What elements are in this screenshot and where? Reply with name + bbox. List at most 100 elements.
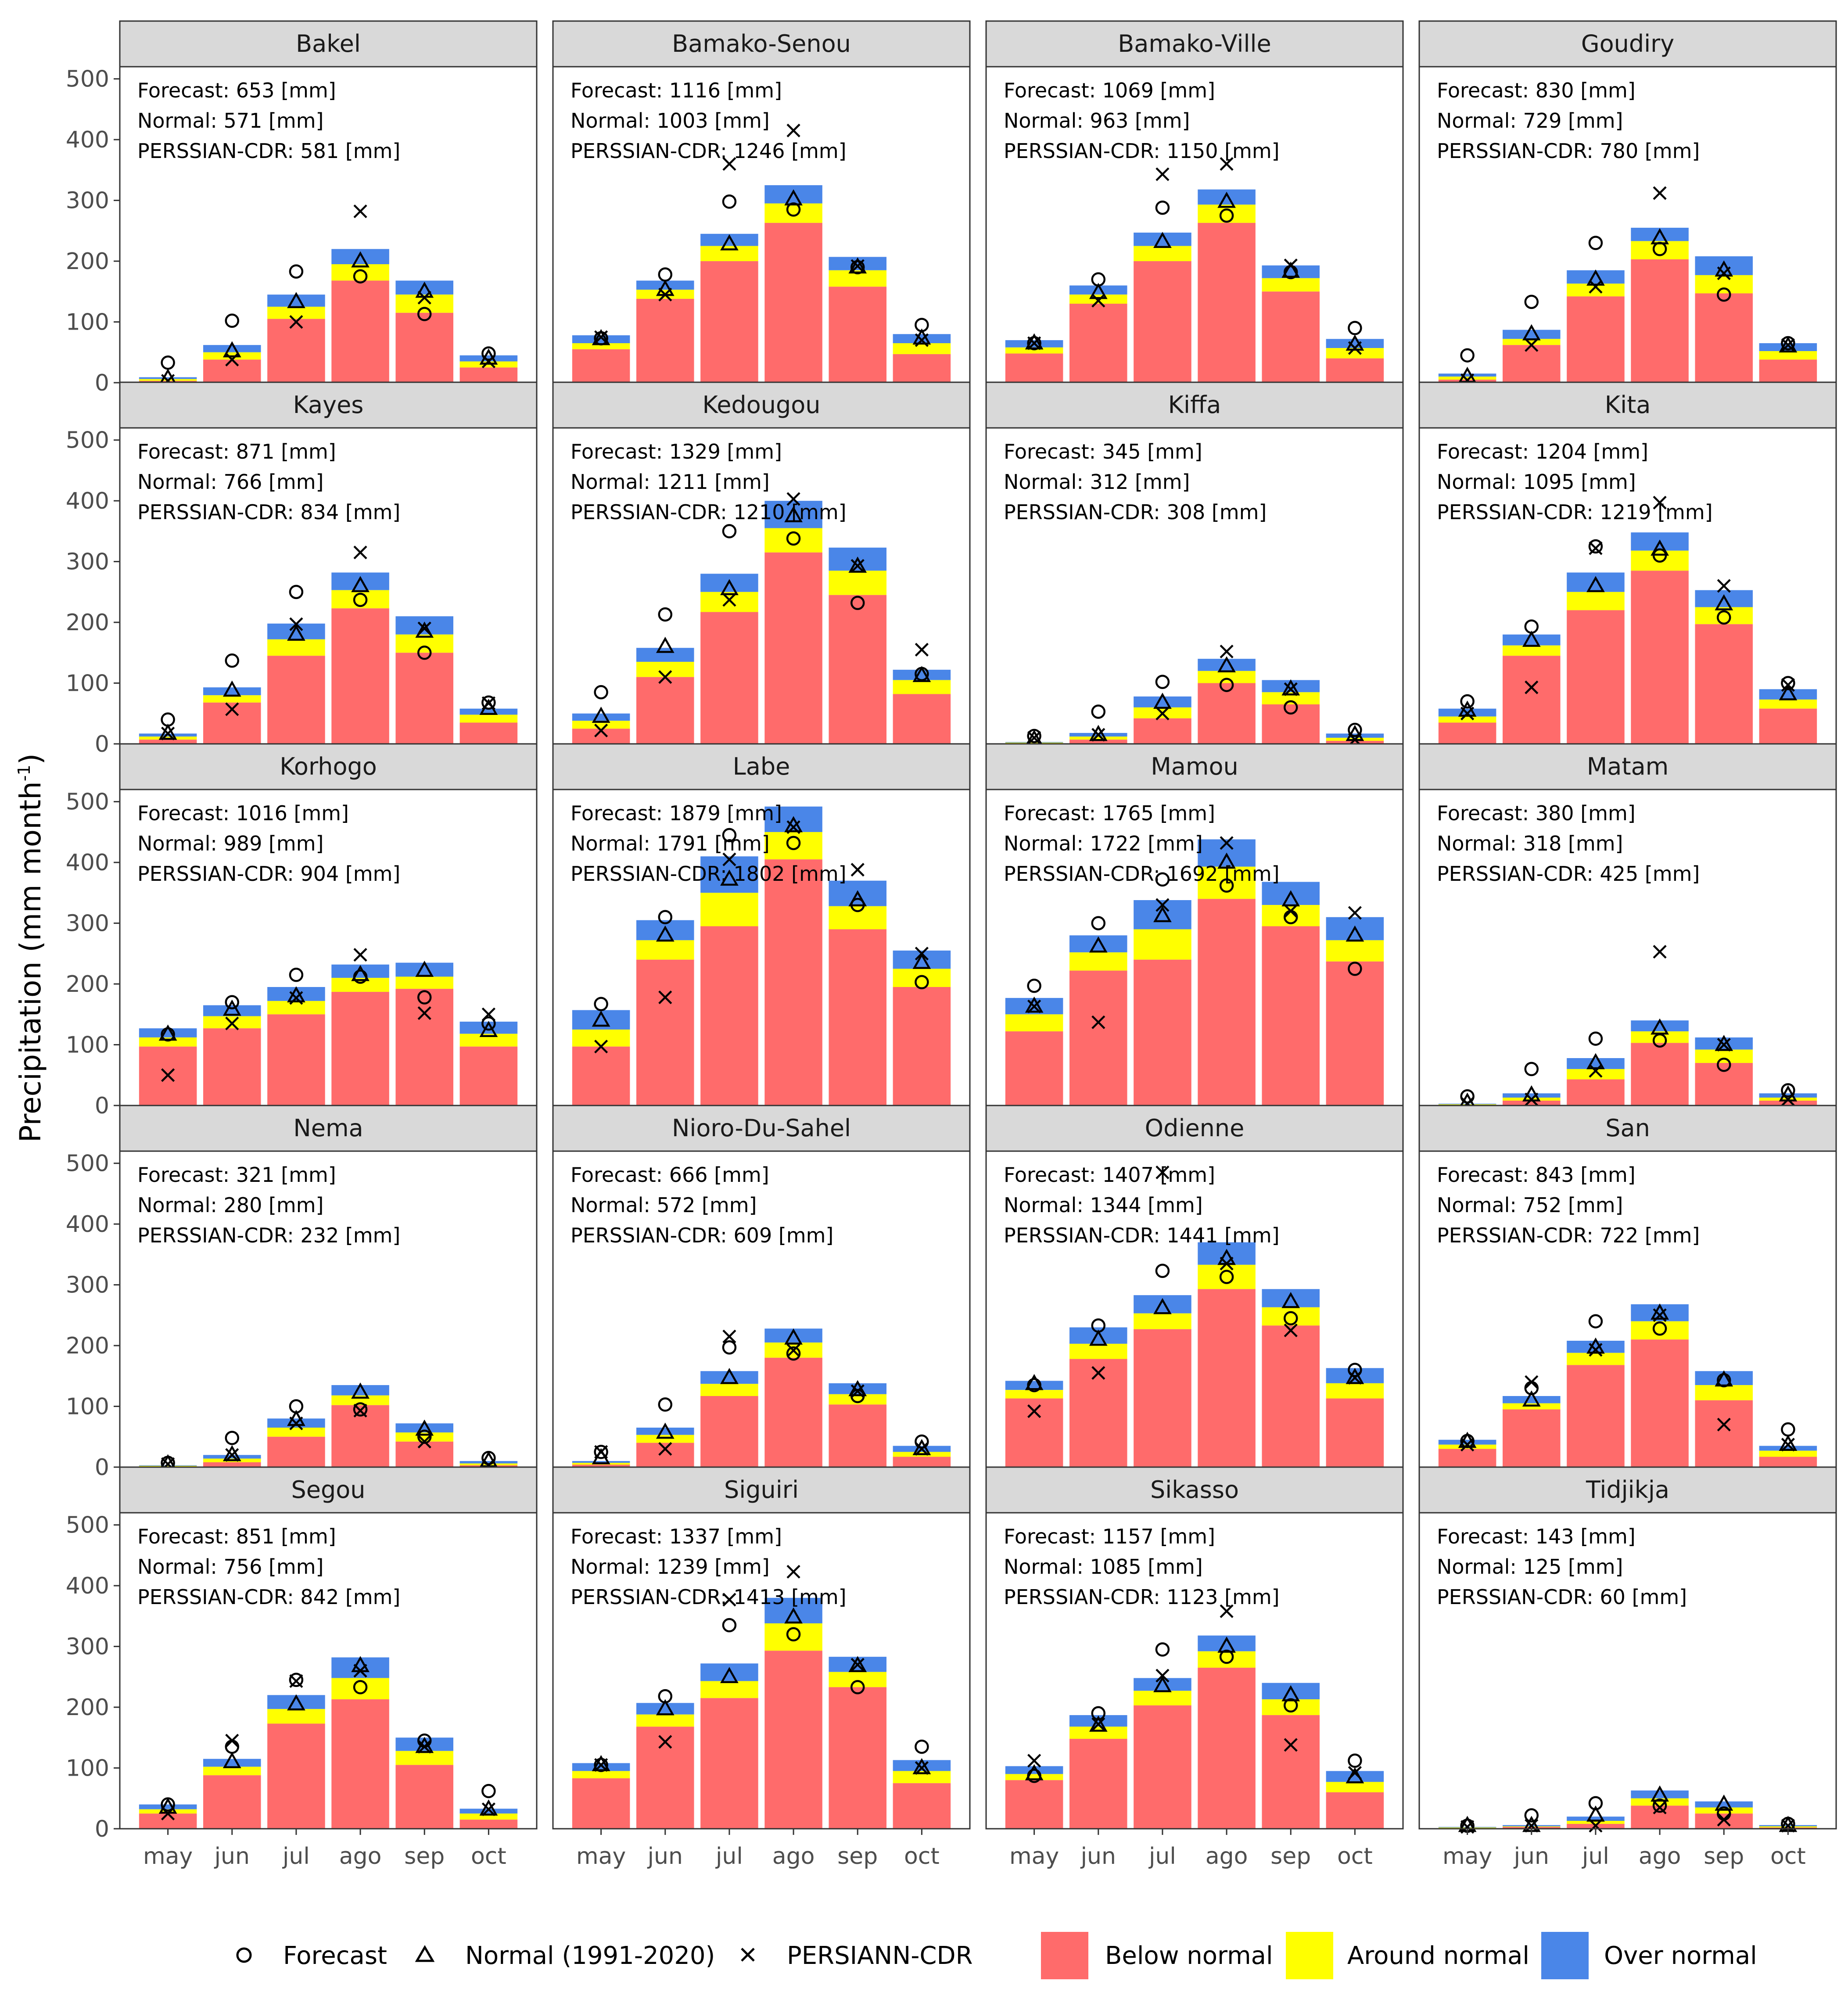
point-normal-jun: [1089, 283, 1108, 299]
bar-below-ago: [1631, 1339, 1689, 1467]
panel-normal-total: Normal: 752 [mm]: [1437, 1193, 1623, 1217]
y-tick-label: 0: [95, 1093, 109, 1119]
persiann-cross-stroke: [289, 315, 303, 329]
bar-over-may: [1438, 1439, 1496, 1445]
panel-title: Tidjikja: [1586, 1476, 1669, 1504]
point-normal-jul: [1153, 693, 1172, 709]
point-forecast-jun: [1524, 1062, 1539, 1077]
bar-below-jul: [1134, 261, 1191, 383]
bar-around-may: [572, 1771, 630, 1779]
persiann-cross-stroke: [1091, 1717, 1105, 1731]
panel-forecast-total: Forecast: 1069 [mm]: [1004, 79, 1215, 102]
point-forecast-jun: [658, 607, 673, 622]
bar-below-jun: [636, 959, 694, 1105]
point-persiann-may: [1027, 999, 1041, 1013]
bar-below-jul: [1134, 1705, 1191, 1829]
point-normal-jun: [656, 925, 675, 942]
bar-below-oct: [1326, 1792, 1384, 1829]
y-axes: 0 100 200 300 400 500 0 100 200 300 400 500 0 100 200 3…: [66, 66, 120, 1842]
persiann-cross-stroke: [1653, 1800, 1667, 1815]
bar-below-sep: [1262, 291, 1320, 383]
point-normal-oct: [479, 1799, 498, 1816]
panel-title: Matam: [1587, 753, 1669, 780]
bar-around-oct: [1759, 351, 1817, 360]
persiann-cross-stroke: [481, 354, 495, 369]
point-normal-sep: [1715, 594, 1733, 610]
point-forecast-jun: [225, 653, 240, 668]
persiann-cross-stroke: [225, 352, 239, 366]
persiann-cross-stroke: [225, 1734, 239, 1748]
bar-over-may: [572, 1461, 630, 1463]
point-normal-ago: [1217, 191, 1236, 208]
panel-title: San: [1605, 1114, 1650, 1142]
point-persiann-ago: [1653, 1308, 1667, 1322]
point-forecast-jul: [289, 585, 304, 599]
persiann-cross-stroke: [1027, 731, 1041, 745]
panel-title: Kayes: [293, 391, 364, 419]
bar-around-jun: [636, 662, 694, 677]
point-persiann-sep: [1717, 1037, 1731, 1052]
bar-around-may: [1005, 1390, 1063, 1399]
point-forecast-jul: [1155, 1263, 1170, 1278]
panel-strip: [552, 1105, 971, 1152]
legend-below-normal-label: Below normal: [1105, 1942, 1273, 1970]
point-forecast-ago: [353, 592, 368, 607]
point-persiann-oct: [481, 354, 495, 369]
y-tick-label: 500: [66, 1151, 109, 1177]
point-normal-jun: [1089, 936, 1108, 953]
bar-around-jul: [267, 639, 325, 656]
x-tick-label: ago: [772, 1843, 815, 1870]
bar-over-ago: [1198, 659, 1256, 671]
y-tick-label: 100: [66, 1032, 109, 1059]
panel-strip: [552, 743, 971, 790]
bar-below-jun: [636, 1726, 694, 1829]
y-axis-row-1: 0 100 200 300 400 500: [66, 66, 120, 396]
x-tick-label: jul: [1582, 1843, 1609, 1870]
point-normal-jul: [720, 869, 739, 886]
point-forecast-jul: [1588, 1314, 1603, 1328]
x-axis-col-4: may jun jul ago sep oct: [1443, 1829, 1806, 1870]
bar-below-jun: [203, 1028, 261, 1105]
point-persiann-may: [1460, 1438, 1475, 1452]
bar-over-oct: [459, 1809, 518, 1814]
point-forecast-jun: [658, 910, 673, 925]
bar-below-may: [572, 1778, 630, 1829]
panel-title: Labe: [733, 753, 790, 780]
panel-cdr-total: PERSSIAN-CDR: 1150 [mm]: [1004, 139, 1280, 163]
bar-below-may: [572, 349, 630, 383]
bar-around-may: [572, 1029, 630, 1047]
y-axis-row-5: 0 100 200 300 400 500: [66, 1512, 120, 1842]
persiann-cross-stroke: [594, 330, 608, 344]
point-forecast-may: [594, 685, 608, 700]
point-normal-sep: [1715, 1795, 1733, 1811]
point-forecast-may: [594, 997, 608, 1012]
persiann-cross-stroke: [1348, 341, 1362, 355]
point-persiann-ago: [1653, 945, 1667, 959]
x-tick-label: oct: [471, 1843, 506, 1870]
bar-below-may: [1005, 1398, 1063, 1467]
persiann-cross-stroke: [850, 259, 865, 273]
point-forecast-jul: [1588, 1031, 1603, 1046]
point-normal-ago: [1217, 1637, 1236, 1653]
point-persiann-may: [594, 1040, 608, 1054]
point-forecast-jun: [1091, 704, 1106, 719]
point-persiann-jul: [1589, 541, 1603, 555]
bar-over-sep: [1695, 1801, 1753, 1808]
point-forecast-ago: [1219, 878, 1234, 893]
y-tick-label: 500: [66, 1512, 109, 1539]
panel-forecast-total: Forecast: 1879 [mm]: [571, 801, 782, 825]
point-forecast-jun: [658, 1397, 673, 1412]
panel-kiffa: Kiffa Forecast: 345 [mm] Normal: 312 [mm] P…: [985, 381, 1404, 747]
panel-forecast-total: Forecast: 1204 [mm]: [1437, 440, 1648, 463]
point-normal-jun: [1089, 1329, 1108, 1346]
point-persiann-jun: [1091, 1717, 1105, 1731]
bar-around-jul: [1134, 1691, 1191, 1705]
bar-below-jul: [700, 1698, 758, 1829]
point-normal-jun: [1089, 1716, 1108, 1732]
point-forecast-jul: [1155, 1642, 1170, 1657]
bar-around-oct: [1326, 1782, 1384, 1792]
bar-over-jun: [203, 687, 261, 696]
bar-below-ago: [331, 608, 389, 744]
point-persiann-may: [1460, 1820, 1475, 1834]
persiann-cross-stroke: [722, 852, 736, 866]
